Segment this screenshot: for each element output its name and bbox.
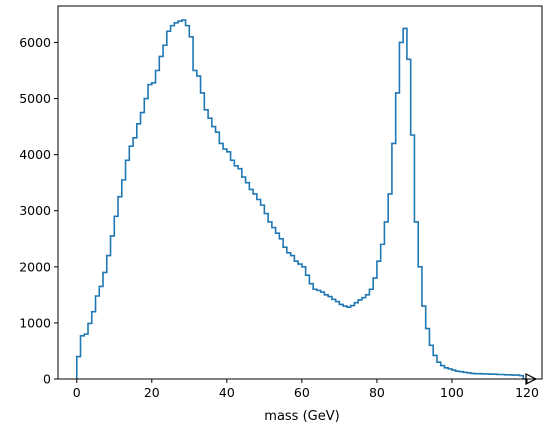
x-tick-label: 100 [440,385,464,400]
x-axis-label: mass (GeV) [264,409,339,424]
y-tick-label: 6000 [19,35,51,50]
y-tick-label: 4000 [19,147,51,162]
x-tick-label: 20 [144,385,160,400]
y-tick-label: 3000 [19,203,51,218]
series-layer [75,19,538,385]
y-tick-label: 0 [43,372,51,387]
axes-layer: 0 20 40 60 80 100 120 0 1000 2000 3000 4000 5000 6000 [19,5,543,400]
histogram-series-0 [75,19,527,380]
y-tick-label: 1000 [19,315,51,330]
y-tick-label: 2000 [19,259,51,274]
x-tick-label: 0 [73,385,81,400]
plot-frame [57,5,543,380]
x-tick-label: 40 [219,385,235,400]
x-tick-label: 60 [294,385,310,400]
x-tick-label: 120 [515,385,539,400]
x-tick-label: 80 [369,385,385,400]
y-tick-label: 5000 [19,91,51,106]
